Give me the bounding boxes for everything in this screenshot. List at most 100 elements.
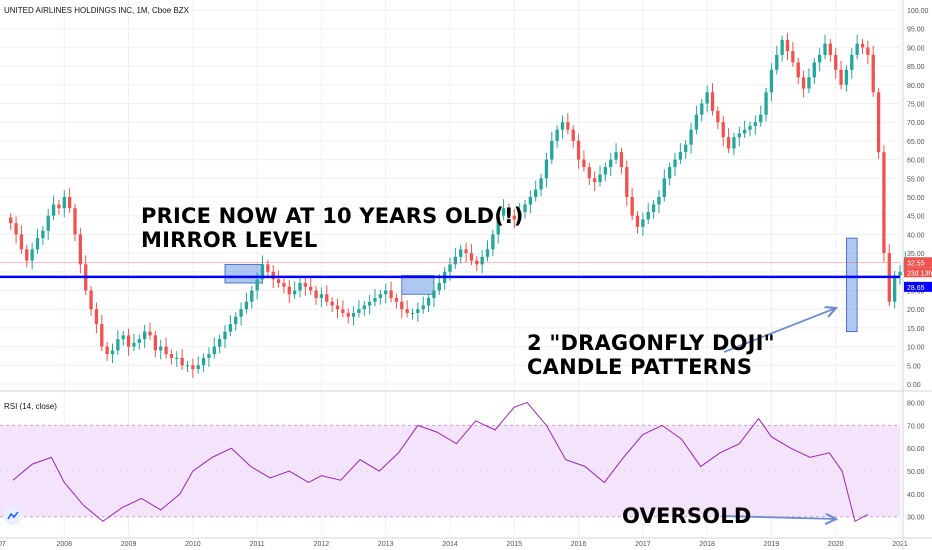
candle-body xyxy=(485,249,490,257)
candle-body xyxy=(817,54,822,63)
candle-body xyxy=(400,301,404,310)
time-tick-label: 2017 xyxy=(635,541,651,548)
candle-body xyxy=(303,283,308,287)
price-tick-label: 70.00 xyxy=(907,120,925,127)
price-tick-label: 85.00 xyxy=(907,64,925,71)
candle-body xyxy=(823,43,827,55)
candle-body xyxy=(501,208,506,216)
candle-body xyxy=(748,125,752,130)
candle-body xyxy=(491,234,495,250)
candle-body xyxy=(78,234,83,265)
candle-body xyxy=(684,144,688,153)
price-tick-label: 35.00 xyxy=(907,251,925,258)
price-tick-label: 0.00 xyxy=(907,382,921,389)
mirror-level-line xyxy=(0,261,900,279)
candle-body xyxy=(871,54,875,93)
candle-body xyxy=(496,215,500,235)
candle-body xyxy=(550,140,554,160)
candle-body xyxy=(14,223,18,235)
candle-body xyxy=(742,129,747,134)
countdown-tag-bg xyxy=(904,267,932,278)
time-tick-label: 2018 xyxy=(699,541,715,548)
price-tick-label: 15.00 xyxy=(907,326,925,333)
candle-body xyxy=(844,69,849,85)
rsi-tick-label: 40.00 xyxy=(907,492,925,499)
candle-body xyxy=(426,297,431,306)
candle-body xyxy=(287,286,291,295)
candle-body xyxy=(635,215,640,227)
price-tick-label: 25.00 xyxy=(907,289,925,296)
candle-body xyxy=(185,365,190,367)
last-price-tag-bg xyxy=(904,257,932,268)
price-tick-label: 80.00 xyxy=(907,83,925,90)
candle-body xyxy=(223,331,227,340)
price-tick-label: 40.00 xyxy=(907,232,925,239)
price-tick-label: 60.00 xyxy=(907,158,925,165)
doji-annotation: 2 "DRAGONFLY DOJI" CANDLE PATTERNS xyxy=(527,331,775,379)
candle-body xyxy=(309,286,313,291)
time-tick-label: 2009 xyxy=(121,541,137,548)
candle-body xyxy=(164,346,168,355)
candle-body xyxy=(100,324,104,347)
candle-body xyxy=(126,335,131,347)
candle-body xyxy=(507,208,511,216)
candle-body xyxy=(732,137,736,149)
candle-body xyxy=(292,290,297,295)
candle-body xyxy=(769,69,774,93)
rsi-tick-label: 30.00 xyxy=(907,515,925,522)
doji-zone-box xyxy=(846,237,858,333)
candle-body xyxy=(351,312,356,317)
candle-body xyxy=(378,294,383,298)
candle-body xyxy=(142,331,147,340)
candle-body xyxy=(416,309,420,313)
candle-body xyxy=(812,62,816,78)
candle-body xyxy=(244,301,249,310)
mirror-zone-box xyxy=(401,275,435,295)
price-tick-label: 75.00 xyxy=(907,102,925,109)
candle-body xyxy=(571,129,575,141)
candle-body xyxy=(201,357,206,366)
time-tick-label: 2015 xyxy=(506,541,522,548)
candle-body xyxy=(239,309,243,317)
candle-body xyxy=(512,215,516,220)
time-tick-label: 2013 xyxy=(378,541,394,548)
candle-body xyxy=(260,264,265,280)
candle-body xyxy=(898,271,902,276)
candle-body xyxy=(41,230,45,239)
candle-body xyxy=(700,103,704,115)
candle-body xyxy=(464,249,468,254)
candle-body xyxy=(459,249,463,257)
candle-body xyxy=(448,264,452,272)
candle-body xyxy=(882,152,886,254)
candle-body xyxy=(94,309,99,325)
oversold-arrow xyxy=(721,516,836,519)
time-tick-label: 2019 xyxy=(764,541,780,548)
candle-body xyxy=(148,331,152,336)
candle-body xyxy=(764,92,768,115)
mirror-annotation-line1: PRICE NOW AT 10 YEARS OLD(!) xyxy=(141,204,524,228)
candle-body xyxy=(534,189,538,197)
candle-body xyxy=(410,312,415,314)
doji-arrow xyxy=(723,308,836,353)
candle-body xyxy=(250,290,254,302)
countdown-tag: 23d 13h xyxy=(907,270,932,277)
candle-body xyxy=(207,354,211,358)
time-tick-label: 2011 xyxy=(250,541,265,548)
candle-body xyxy=(62,197,66,209)
price-tick-label: 95.00 xyxy=(907,27,925,34)
candle-body xyxy=(710,92,715,111)
candle-body xyxy=(759,114,763,123)
candle-body xyxy=(791,51,795,63)
candle-body xyxy=(437,283,441,291)
price-tick-label: 90.00 xyxy=(907,45,925,52)
candle-body xyxy=(609,159,613,168)
candle-body xyxy=(234,316,238,325)
candle-body xyxy=(667,167,672,179)
candle-body xyxy=(35,238,40,250)
rsi-tick-label: 80.00 xyxy=(907,401,925,408)
candle-body xyxy=(657,197,661,205)
tradingview-logo-icon[interactable] xyxy=(4,507,22,525)
candle-body xyxy=(726,137,731,149)
candle-body xyxy=(191,365,195,370)
